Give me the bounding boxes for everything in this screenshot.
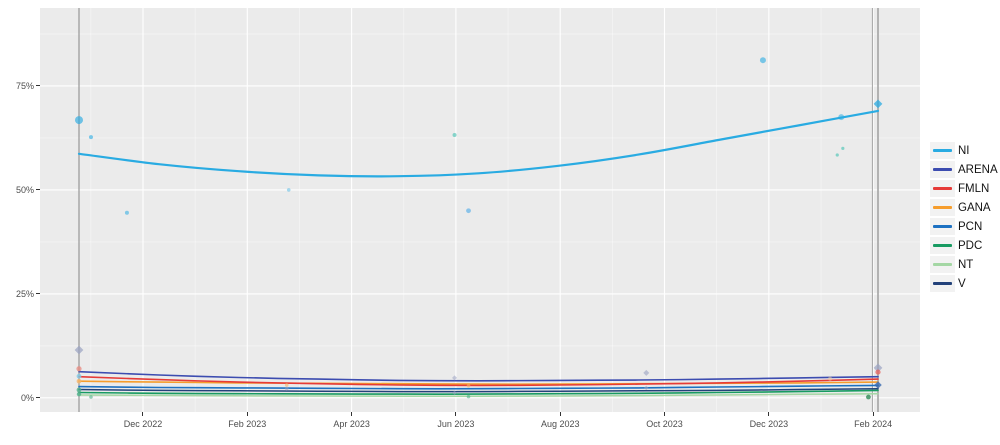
trend-line-arena [78,370,879,382]
legend-item-nt: NT [930,255,998,274]
data-point-gana [828,376,833,381]
x-tick-label: Feb 2024 [854,419,893,429]
legend-key-swatch [930,256,955,273]
trend-line-pdc [78,389,879,395]
plot-panel [40,8,920,412]
legend-key-swatch [930,180,955,197]
legend-label: PDC [958,239,983,252]
data-point-pdc [866,394,871,400]
trend-line-v [78,387,879,393]
data-point-ni [75,116,83,125]
data-point-pdc [89,395,93,399]
data-point-obs [284,386,289,391]
legend-key-swatch [930,218,955,235]
data-point-obs [452,375,458,381]
y-tick-label: 75% [15,80,34,91]
data-point-gana [76,378,82,384]
legend-key-swatch [930,237,955,254]
legend-item-v: V [930,274,998,293]
legend-key-swatch [930,161,955,178]
legend-line-icon [933,149,952,152]
x-tick-mark [455,412,457,416]
x-tick-label: Aug 2023 [540,419,580,429]
legend-item-ni: NI [930,141,998,160]
legend-line-icon [933,244,952,247]
legend-line-icon [933,187,952,190]
data-point-ni [838,114,845,121]
legend-label: GANA [958,201,991,214]
x-tick-label: Dec 2022 [123,419,163,429]
data-point-pcn [874,381,882,389]
data-point-fmln [76,366,82,372]
data-point-ni [759,57,766,64]
legend-item-arena: ARENA [930,160,998,179]
data-point-obs [643,369,650,376]
legend-item-fmln: FMLN [930,179,998,198]
legend-key-swatch [930,275,955,292]
x-tick-mark [142,412,144,416]
legend-line-icon [933,225,952,228]
data-point-ni [466,208,471,214]
data-point-ni [873,99,883,109]
legend-line-icon [933,263,952,266]
legend-label: NT [958,258,974,271]
chart-canvas [40,8,920,412]
data-point-ni [841,146,845,150]
legend-label: PCN [958,220,983,233]
data-point-ni [124,210,129,215]
x-tick-mark [768,412,770,416]
data-point-pcn [76,373,82,379]
data-point-pdc [466,394,471,399]
legend-line-icon [933,282,952,285]
data-point-gana [284,383,289,387]
data-point-pdc [76,387,82,393]
data-point-obs [74,345,84,355]
x-tick-label: Jun 2023 [437,419,475,429]
data-point-ni [88,135,93,140]
x-tick-label: Dec 2023 [749,419,789,429]
y-tick-label: 0% [20,392,34,403]
data-point-obs [644,385,649,391]
x-tick-mark [559,412,561,416]
trend-line-fmln [78,375,879,387]
data-point-ni [452,133,457,138]
trend-line-nt [78,392,879,397]
legend-label: ARENA [958,163,998,176]
x-tick-mark [872,412,874,416]
x-tick-mark [246,412,248,416]
legend-line-icon [933,206,952,209]
legend: NI ARENA FMLN GANA PCN PDC NT V [930,141,998,293]
legend-item-gana: GANA [930,198,998,217]
x-tick-mark [351,412,353,416]
legend-label: V [958,277,966,290]
y-tick-label: 25% [15,288,34,299]
legend-line-icon [933,168,952,171]
data-point-pdc [76,391,82,397]
trend-line-ni [77,109,880,178]
x-tick-label: Oct 2023 [646,419,683,429]
data-point-obs [452,390,457,396]
trend-line-pcn [78,384,879,390]
legend-label: NI [958,144,970,157]
data-point-ni [286,188,291,192]
data-point-fmln [875,369,881,375]
x-tick-label: Apr 2023 [333,419,370,429]
data-point-obs [873,363,883,373]
legend-key-swatch [930,199,955,216]
y-tick-label: 50% [15,184,34,195]
legend-item-pdc: PDC [930,236,998,255]
legend-label: FMLN [958,182,990,195]
legend-item-pcn: PCN [930,217,998,236]
data-point-ni [835,153,839,157]
x-tick-mark [664,412,665,416]
data-point-gana [466,384,471,388]
legend-key-swatch [930,142,955,159]
x-tick-label: Feb 2023 [228,419,267,429]
